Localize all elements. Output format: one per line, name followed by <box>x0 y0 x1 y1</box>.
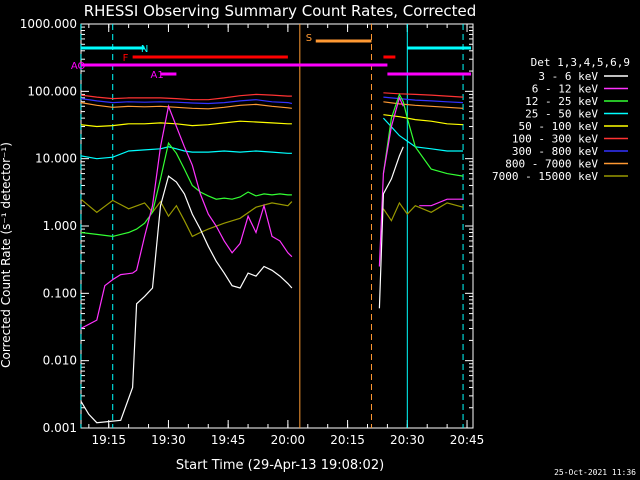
legend-title: Det 1,3,4,5,6,9 <box>531 56 630 69</box>
legend-label: 25 - 50 keV <box>525 108 598 121</box>
series-group <box>81 92 464 424</box>
series-line <box>382 117 463 152</box>
series-line <box>81 98 293 105</box>
y-tick-label: 0.100 <box>43 286 77 300</box>
flag-label: N <box>141 44 148 55</box>
y-tick-label: 0.001 <box>43 421 77 435</box>
flag-label: A1 <box>150 70 163 81</box>
series-line <box>378 146 404 309</box>
legend-label: 800 - 7000 keV <box>505 158 598 171</box>
x-tick-label: 20:15 <box>330 433 365 447</box>
series-line <box>378 96 404 267</box>
legend-label: 300 - 800 keV <box>512 145 598 158</box>
plot-area: 0.001 0.010 0.100 1.000 10.000 100.000 1000.00… <box>20 17 628 447</box>
legend-label: 12 - 25 keV <box>525 95 598 108</box>
legend-label: 100 - 300 keV <box>512 133 598 146</box>
series-line <box>81 104 293 330</box>
flag-label: S <box>306 33 312 44</box>
timestamp: 25-Oct-2021 11:36 <box>554 468 636 477</box>
series-line <box>81 102 292 110</box>
y-axis-label: Corrected Count Rate (s⁻¹ detector⁻¹) <box>0 142 13 368</box>
y-tick-label: 0.010 <box>43 354 77 368</box>
series-line <box>81 198 293 238</box>
chart-title: RHESSI Observing Summary Count Rates, Co… <box>84 2 477 20</box>
y-tick-label: 1000.000 <box>20 17 77 31</box>
x-axis-label: Start Time (29-Apr-13 19:08:02) <box>176 458 384 473</box>
series-line <box>383 92 464 98</box>
series-line <box>382 201 464 222</box>
flag-label: F <box>123 53 129 64</box>
series-line <box>383 96 464 104</box>
y-tick-label: 10.000 <box>35 152 77 166</box>
legend-label: 3 - 6 keV <box>538 70 598 83</box>
series-line <box>81 120 292 128</box>
series-line <box>382 92 464 177</box>
legend-label: 6 - 12 keV <box>532 83 599 96</box>
x-tick-label: 20:30 <box>390 433 425 447</box>
x-tick-label: 20:45 <box>450 433 485 447</box>
series-line <box>81 175 293 424</box>
series-line <box>383 114 464 126</box>
flag-label: AO <box>71 61 86 72</box>
legend-label: 7000 - 15000 keV <box>492 170 598 183</box>
y-tick-label: 1.000 <box>43 219 77 233</box>
series-line <box>419 198 463 207</box>
x-tick-label: 19:30 <box>151 433 186 447</box>
series-line <box>81 146 292 160</box>
x-tick-label: 19:45 <box>211 433 246 447</box>
y-tick-label: 100.000 <box>27 84 77 98</box>
legend-label: 50 - 100 keV <box>519 120 599 133</box>
series-line <box>81 93 292 101</box>
x-tick-label: 19:15 <box>91 433 126 447</box>
x-tick-label: 20:00 <box>271 433 306 447</box>
